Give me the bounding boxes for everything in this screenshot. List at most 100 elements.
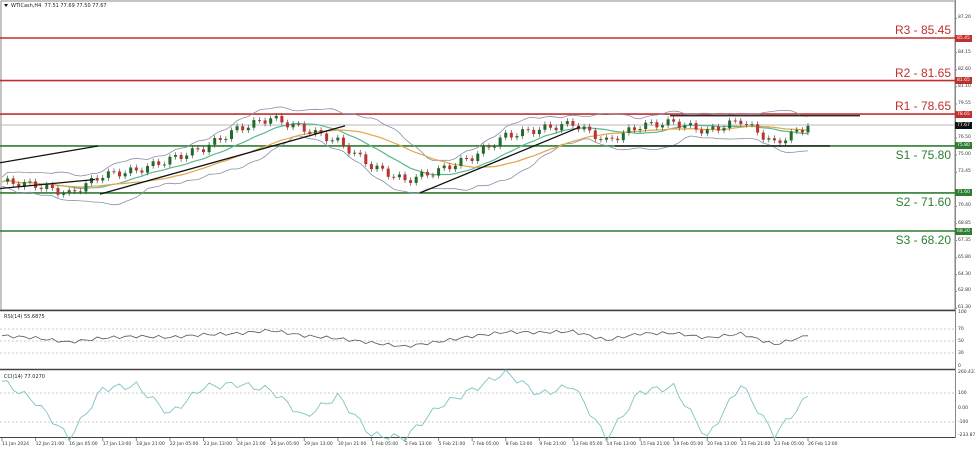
time-tick: 26 Jan 05:00 [270, 442, 300, 447]
candle-body [420, 171, 424, 177]
candle-body [341, 137, 345, 146]
candle-body [6, 178, 10, 182]
candle-body [493, 146, 497, 148]
candle-body [17, 183, 21, 188]
candle-body [202, 149, 205, 153]
ohlc-values: 77.51 77.69 77.50 77.67 [44, 3, 107, 9]
candle-body [185, 155, 189, 159]
time-tick: 1 Feb 05:00 [371, 442, 399, 447]
candle-body [45, 184, 49, 190]
candle-body [403, 174, 407, 181]
price-tick: 65.80 [958, 254, 971, 260]
time-tick: 19 Feb 05:00 [673, 442, 704, 447]
candle-body [605, 137, 608, 140]
cci-label: CCI(14) 77.0270 [4, 374, 45, 380]
price-tick: 67.35 [958, 237, 971, 243]
candle-body [728, 120, 732, 129]
candle-body [487, 146, 491, 148]
candle-body [67, 190, 71, 194]
candle-body [599, 139, 603, 141]
trend-line [99, 125, 346, 195]
level-price-tag: 68.20 [955, 227, 972, 235]
candle-body [386, 168, 390, 177]
candle-body [677, 121, 681, 128]
candle-body [28, 181, 32, 183]
candle-body [588, 126, 592, 131]
candle-body [224, 139, 228, 141]
candle-body [756, 124, 760, 133]
candle-body [207, 144, 211, 153]
level-label-s3: S3 - 68.20 [895, 233, 951, 247]
candle-body [448, 165, 452, 170]
price-tick: 68.85 [958, 220, 971, 226]
candle-body [280, 115, 284, 123]
cci-line [2, 369, 809, 443]
candle-body [274, 115, 278, 119]
candle-body [397, 174, 401, 178]
price-tick: 62.80 [958, 288, 971, 294]
candle-body [459, 158, 463, 166]
candle-body [101, 177, 105, 181]
candle-body [711, 126, 715, 130]
candle-body [56, 188, 60, 195]
ma-slow-line [1, 125, 809, 188]
candle-body [521, 129, 525, 137]
candle-body [425, 171, 429, 176]
time-tick: 15 Feb 21:00 [640, 442, 670, 447]
candle-body [744, 124, 748, 126]
time-tick: 11 Jan 2024 [2, 442, 29, 447]
candle-body [22, 182, 26, 188]
price-tick: 79.55 [958, 101, 971, 106]
candle-body [465, 158, 469, 160]
rsi-tick: 0 [958, 364, 961, 369]
time-tick: 7 Feb 05:00 [472, 442, 499, 447]
candle-body [694, 123, 698, 130]
cci-tick: -100 [958, 420, 969, 425]
candle-body [246, 127, 250, 131]
candle-body [739, 120, 743, 125]
candle-body [84, 183, 88, 192]
level-label-r1: R1 - 78.65 [894, 99, 951, 114]
price-tick: 84.15 [958, 49, 971, 55]
candle-body [134, 167, 138, 171]
candle-body [336, 137, 340, 141]
candle-body [241, 126, 245, 131]
cci-tick: 100 [958, 391, 967, 396]
current-price-tag: 77.67 [955, 121, 972, 129]
level-price-tag: 78.65 [955, 110, 972, 118]
candle-body [716, 126, 720, 131]
candle-body [700, 129, 704, 134]
time-tick: 24 Jan 21:00 [237, 442, 266, 447]
time-tick: 18 Jan 21:00 [136, 442, 165, 447]
candle-body [688, 123, 692, 126]
candle-body [179, 154, 183, 159]
candle-body [571, 121, 575, 126]
rsi-line [1, 328, 809, 348]
candle-body [627, 127, 631, 133]
level-label-s1: S1 - 75.80 [895, 147, 951, 162]
candle-body [302, 124, 306, 132]
candle-body [437, 168, 441, 176]
collapse-triangle-icon[interactable] [4, 4, 8, 7]
candle-body [644, 122, 648, 130]
time-tick: 20 Feb 13:00 [707, 442, 737, 447]
candle-body [806, 125, 810, 133]
time-tick: 30 Jan 21:00 [337, 442, 367, 447]
candle-body [610, 137, 614, 139]
candle-body [151, 161, 155, 167]
price-tick: 82.60 [958, 66, 971, 72]
candle-body [129, 167, 133, 174]
cci-tick: -233.877 [958, 433, 975, 438]
candle-body [235, 126, 239, 131]
candle-body [285, 122, 289, 128]
candle-body [666, 119, 670, 126]
candle-body [543, 124, 547, 130]
time-tick: 14 Feb 13:00 [606, 442, 637, 447]
candle-body [90, 177, 94, 184]
candle-body [381, 165, 385, 169]
price-tick: 75.00 [958, 151, 971, 157]
trend-line [0, 145, 99, 164]
candle-body [190, 148, 194, 156]
rsi-tick: 70 [958, 327, 964, 332]
